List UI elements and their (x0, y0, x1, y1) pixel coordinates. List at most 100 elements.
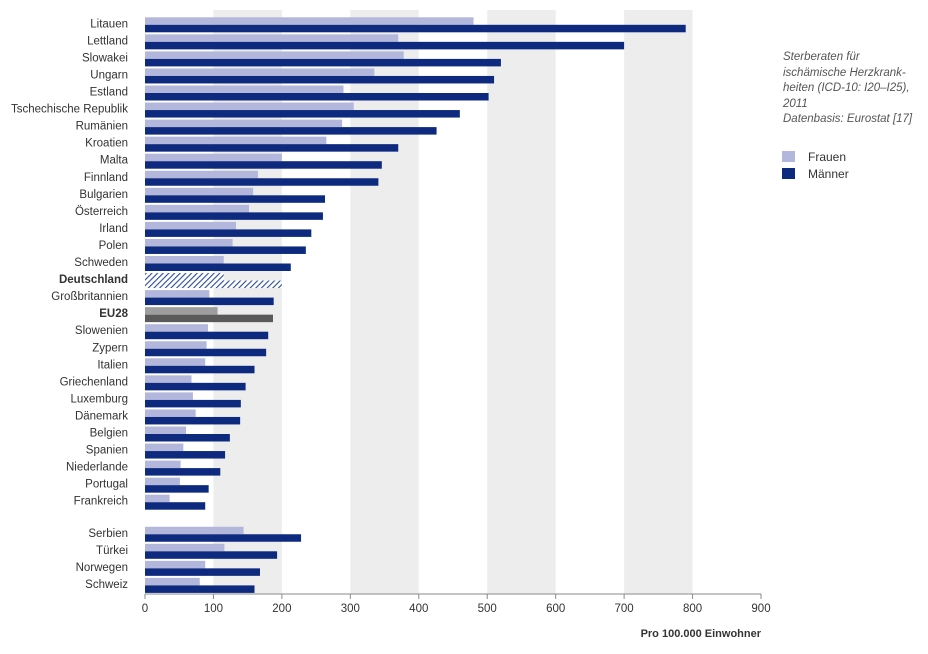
bar-maenner-frankreich (145, 502, 206, 510)
category-label-portugal: Portugal (85, 479, 128, 491)
category-label-turkei: Türkei (96, 545, 128, 557)
bar-maenner-polen (145, 246, 306, 254)
bar-frauen-spanien (145, 443, 184, 452)
category-label-lettland: Lettland (87, 35, 128, 47)
bar-maenner-irland (145, 229, 312, 237)
bar-frauen-kroatien (145, 136, 327, 145)
category-label-tschechische-republik: Tschechische Republik (11, 104, 128, 116)
category-label-zypern: Zypern (92, 342, 128, 354)
bar-frauen-estland (145, 85, 344, 93)
category-label-slowakei: Slowakei (82, 52, 128, 64)
bar-frauen-malta (145, 153, 282, 162)
bar-frauen-serbien (145, 526, 244, 535)
data-source: Datenbasis: Eurostat [17] (783, 113, 913, 125)
bar-maenner-estland (145, 93, 489, 101)
legend-label-maenner: Männer (808, 166, 849, 181)
bar-maenner-niederlande (145, 468, 221, 476)
x-tick-label-800: 800 (683, 603, 702, 615)
chart-caption-block: Sterberaten für ischämische Herzkrank- h… (783, 50, 928, 128)
category-label-serbien: Serbien (88, 528, 128, 540)
bar-frauen-rumanien (145, 119, 343, 128)
bar-frauen-tschechische-republik (145, 102, 354, 111)
bar-maenner-turkei (145, 551, 278, 559)
bar-maenner-zypern (145, 348, 267, 357)
bar-maenner-bulgarien (145, 195, 326, 203)
bar-maenner-grossbritannien (145, 297, 274, 306)
category-label-polen: Polen (99, 240, 128, 252)
x-axis-label: Pro 100.000 Einwohner (641, 628, 762, 640)
legend-swatch-maenner (782, 168, 795, 179)
bar-frauen-osterreich (145, 204, 250, 213)
category-label-eu28: EU28 (99, 308, 128, 320)
bar-frauen-bulgarien (145, 187, 254, 196)
bar-frauen-lettland (145, 34, 399, 42)
category-label-finnland: Finnland (84, 172, 128, 184)
legend-item-maenner: Männer (782, 165, 849, 182)
grid-band (487, 10, 556, 594)
bar-maenner-slowenien (145, 331, 269, 340)
x-axis: 0 100 200 300 400 500 600 700 800 900 (142, 593, 771, 615)
legend-swatch-frauen (782, 151, 795, 162)
bar-frauen-luxemburg (145, 392, 193, 400)
grid-band (624, 10, 693, 594)
category-label-niederlande: Niederlande (66, 462, 128, 474)
bar-maenner-slowakei (145, 58, 501, 67)
bar-maenner-lettland (145, 41, 625, 50)
category-label-frankreich: Frankreich (74, 496, 128, 508)
category-label-deutschland: Deutschland (59, 274, 128, 286)
category-label-schweden: Schweden (74, 257, 128, 269)
category-labels: Litauen Lettland Slowakei Ungarn Estland Tsch… (11, 18, 129, 591)
category-label-italien: Italien (97, 359, 128, 371)
legend-item-frauen: Frauen (782, 148, 849, 165)
bar-maenner-danemark (145, 416, 241, 425)
grid-band (350, 10, 419, 594)
category-label-osterreich: Österreich (75, 206, 128, 218)
bar-frauen-deutschland (145, 273, 224, 281)
bar-frauen-niederlande (145, 460, 181, 469)
bar-maenner-ungarn (145, 75, 495, 84)
bar-maenner-deutschland (145, 280, 282, 289)
bar-maenner-malta (145, 161, 382, 169)
bar-maenner-spanien (145, 451, 226, 459)
bar-frauen-belgien (145, 426, 187, 434)
bar-maenner-schweden (145, 263, 291, 271)
bar-maenner-kroatien (145, 144, 399, 152)
bar-maenner-serbien (145, 534, 302, 542)
bar-maenner-rumanien (145, 127, 437, 135)
bar-frauen-italien (145, 358, 206, 366)
bar-frauen-litauen (145, 17, 474, 25)
category-label-spanien: Spanien (86, 445, 128, 457)
chart-caption: Sterberaten für ischämische Herzkrank- h… (783, 51, 910, 110)
bar-maenner-griechenland (145, 382, 246, 391)
bar-maenner-eu28 (145, 314, 273, 323)
category-label-bulgarien: Bulgarien (79, 189, 128, 201)
category-label-danemark: Dänemark (75, 410, 128, 422)
category-label-kroatien: Kroatien (85, 138, 128, 150)
bar-frauen-slowenien (145, 324, 208, 332)
x-tick-label-100: 100 (204, 603, 223, 615)
category-label-malta: Malta (100, 155, 129, 167)
bars (145, 17, 686, 593)
category-label-luxemburg: Luxemburg (70, 393, 128, 405)
bar-frauen-norwegen (145, 560, 206, 569)
bar-maenner-italien (145, 365, 255, 374)
category-label-slowenien: Slowenien (75, 325, 128, 337)
bar-maenner-tschechische-republik (145, 110, 460, 118)
category-label-belgien: Belgien (90, 428, 128, 440)
category-label-irland: Irland (99, 223, 128, 235)
x-tick-label-300: 300 (341, 603, 360, 615)
bar-frauen-polen (145, 238, 233, 247)
bar-frauen-irland (145, 221, 237, 230)
x-tick-label-500: 500 (478, 603, 497, 615)
bar-frauen-portugal (145, 477, 180, 486)
bar-frauen-eu28 (145, 307, 218, 315)
category-label-norwegen: Norwegen (76, 562, 128, 574)
category-label-rumanien: Rumänien (76, 121, 128, 133)
bar-maenner-finnland (145, 178, 379, 186)
bar-maenner-schweiz (145, 585, 255, 593)
bar-maenner-norwegen (145, 568, 260, 576)
x-tick-label-200: 200 (272, 603, 291, 615)
bar-frauen-schweden (145, 256, 224, 264)
bar-frauen-frankreich (145, 494, 170, 503)
